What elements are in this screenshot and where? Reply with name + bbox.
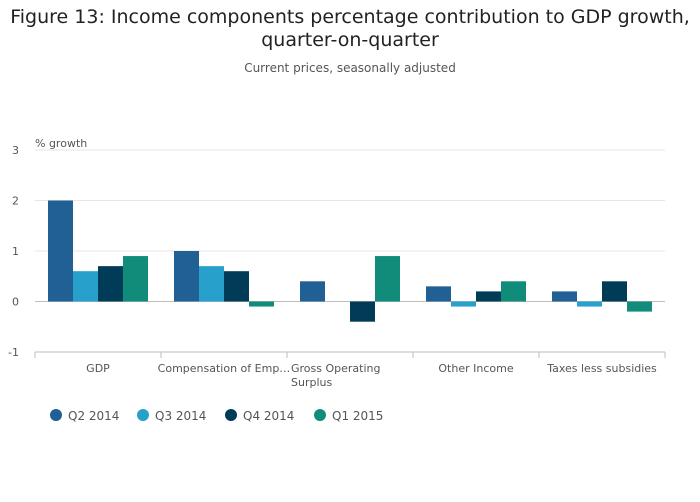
bar	[300, 281, 325, 302]
bar	[249, 301, 274, 307]
chart-title-line-2: quarter-on-quarter	[261, 29, 439, 51]
bar	[501, 281, 526, 302]
legend: Q2 2014 Q3 2014 Q4 2014 Q1 2015	[50, 409, 383, 423]
y-tick-label: 2	[12, 195, 19, 208]
x-category-label: Other Income	[438, 362, 513, 375]
chart-title-line-1: Figure 13: Income components percentage …	[10, 6, 690, 28]
y-tick-label: -1	[8, 346, 19, 359]
y-tick-label: 0	[12, 296, 19, 309]
legend-marker	[314, 409, 326, 421]
legend-label: Q4 2014	[243, 409, 294, 423]
x-category-label: GDP	[86, 362, 110, 375]
chart-title: Figure 13: Income components percentage …	[0, 6, 700, 52]
legend-marker	[137, 409, 149, 421]
bar	[552, 291, 577, 302]
legend-marker	[50, 409, 62, 421]
bar	[627, 301, 652, 312]
x-category-label: Taxes less subsidies	[546, 362, 657, 375]
bar	[224, 271, 249, 302]
bar	[577, 301, 602, 307]
bar	[451, 301, 476, 307]
chart-subtitle: Current prices, seasonally adjusted	[244, 61, 456, 75]
x-category-label: Compensation of Emp…	[158, 362, 291, 375]
x-category-label: Surplus	[291, 376, 332, 389]
y-axis-label: % growth	[35, 137, 87, 150]
legend-label: Q2 2014	[68, 409, 119, 423]
bar	[602, 281, 627, 302]
bar	[199, 266, 224, 302]
x-category-label: Gross Operating	[291, 362, 381, 375]
bar	[350, 301, 375, 322]
legend-label: Q3 2014	[155, 409, 206, 423]
chart-header: Figure 13: Income components percentage …	[0, 6, 700, 75]
bar	[48, 200, 73, 302]
bar	[476, 291, 501, 302]
bar	[98, 266, 123, 302]
bar	[123, 256, 148, 302]
bars-layer	[48, 200, 652, 322]
legend-label: Q1 2015	[332, 409, 383, 423]
y-tick-label: 3	[12, 144, 19, 157]
bar	[174, 251, 199, 302]
bar	[375, 256, 400, 302]
bar	[426, 286, 451, 302]
legend-marker	[225, 409, 237, 421]
y-tick-label: 1	[12, 245, 19, 258]
bar	[73, 271, 98, 302]
axis-layer: 3 2 1 0 -1 GDP Compensation of Emp… Gross Opera…	[8, 144, 666, 389]
